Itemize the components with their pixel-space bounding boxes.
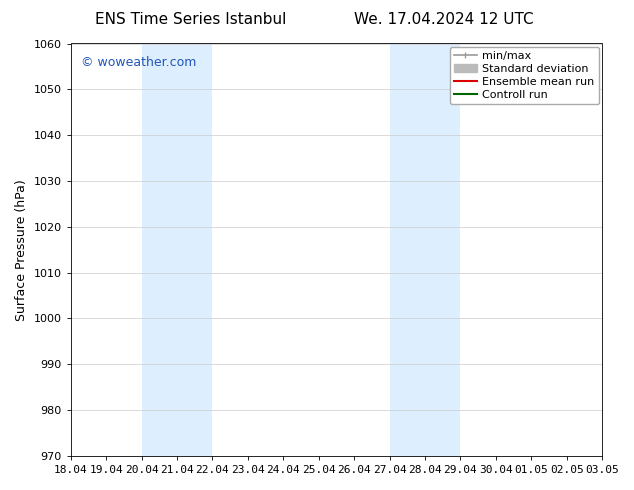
Text: We. 17.04.2024 12 UTC: We. 17.04.2024 12 UTC [354,12,534,27]
Legend: min/max, Standard deviation, Ensemble mean run, Controll run: min/max, Standard deviation, Ensemble me… [450,47,598,104]
Y-axis label: Surface Pressure (hPa): Surface Pressure (hPa) [15,179,28,320]
Bar [141,44,212,456]
Bar [389,44,460,456]
Text: ENS Time Series Istanbul: ENS Time Series Istanbul [94,12,286,27]
Text: © woweather.com: © woweather.com [81,56,197,69]
